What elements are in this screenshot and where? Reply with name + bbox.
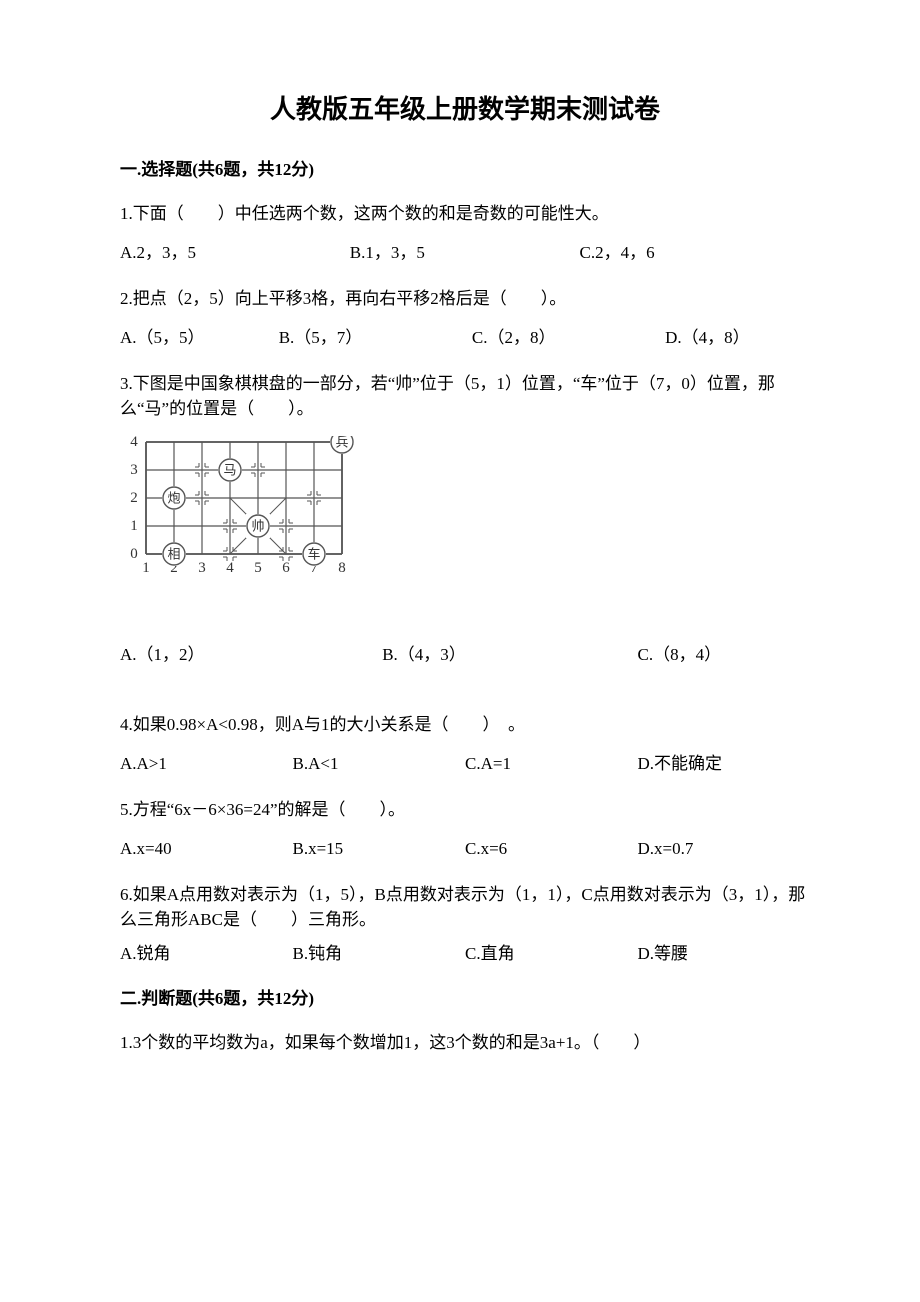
section-1-header: 一.选择题(共6题，共12分) — [120, 157, 810, 183]
svg-text:3: 3 — [198, 560, 206, 576]
q4-opt-c: C.A=1 — [465, 751, 638, 777]
svg-text:5: 5 — [254, 560, 262, 576]
question-2: 2.把点（2，5）向上平移3格，再向右平移2格后是（ ）。 A.（5，5） B.… — [120, 286, 810, 351]
svg-text:车: 车 — [307, 546, 320, 561]
question-5: 5.方程“6x－6×36=24”的解是（ ）。 A.x=40 B.x=15 C.… — [120, 797, 810, 862]
q5-text: 5.方程“6x－6×36=24”的解是（ ）。 — [120, 797, 810, 823]
q2-opt-b: B.（5，7） — [279, 325, 472, 351]
q6-opt-c: C.直角 — [465, 941, 638, 967]
q1-opt-c: C.2，4，6 — [580, 240, 810, 266]
q6-options: A.锐角 B.钝角 C.直角 D.等腰 — [120, 941, 810, 967]
q2-text: 2.把点（2，5）向上平移3格，再向右平移2格后是（ ）。 — [120, 286, 810, 312]
q2-opt-d: D.（4，8） — [665, 325, 810, 351]
svg-text:1: 1 — [142, 560, 150, 576]
q3-opt-b: B.（4，3） — [382, 642, 637, 668]
q4-opt-b: B.A<1 — [293, 751, 466, 777]
svg-text:2: 2 — [130, 490, 138, 506]
svg-text:马: 马 — [223, 462, 236, 477]
svg-text:炮: 炮 — [167, 490, 180, 505]
q1-text: 1.下面（ ）中任选两个数，这两个数的和是奇数的可能性大。 — [120, 201, 810, 227]
q1-options: A.2，3，5 B.1，3，5 C.2，4，6 — [120, 240, 810, 266]
q3-options: A.（1，2） B.（4，3） C.（8，4） — [120, 642, 810, 668]
q1-opt-a: A.2，3，5 — [120, 240, 350, 266]
svg-text:帅: 帅 — [251, 518, 264, 533]
q5-opt-b: B.x=15 — [293, 836, 466, 862]
q6-opt-d: D.等腰 — [638, 941, 811, 967]
svg-text:3: 3 — [130, 462, 138, 478]
q4-text: 4.如果0.98×A<0.98，则A与1的大小关系是（ ） 。 — [120, 712, 810, 738]
s2q1-text: 1.3个数的平均数为a，如果每个数增加1，这3个数的和是3a+1。（ ） — [120, 1030, 810, 1056]
q2-opt-c: C.（2，8） — [472, 325, 665, 351]
q3-text: 3.下图是中国象棋棋盘的一部分，若“帅”位于（5，1）位置，“车”位于（7，0）… — [120, 371, 810, 422]
svg-text:相: 相 — [167, 546, 180, 561]
svg-text:4: 4 — [130, 436, 138, 450]
q5-opt-c: C.x=6 — [465, 836, 638, 862]
q4-opt-a: A.A>1 — [120, 751, 293, 777]
svg-text:4: 4 — [226, 560, 234, 576]
svg-text:兵: 兵 — [335, 436, 348, 450]
q6-text: 6.如果A点用数对表示为（1，5），B点用数对表示为（1，1），C点用数对表示为… — [120, 882, 810, 933]
question-4: 4.如果0.98×A<0.98，则A与1的大小关系是（ ） 。 A.A>1 B.… — [120, 712, 810, 777]
q2-opt-a: A.（5，5） — [120, 325, 279, 351]
section-2-header: 二.判断题(共6题，共12分) — [120, 986, 810, 1012]
page-title: 人教版五年级上册数学期末测试卷 — [120, 90, 810, 129]
q6-opt-b: B.钝角 — [293, 941, 466, 967]
svg-text:6: 6 — [282, 560, 290, 576]
q5-opt-d: D.x=0.7 — [638, 836, 811, 862]
q2-options: A.（5，5） B.（5，7） C.（2，8） D.（4，8） — [120, 325, 810, 351]
q3-opt-c: C.（8，4） — [637, 642, 810, 668]
chessboard-diagram: 0123412345678兵马炮帅相车 — [120, 436, 810, 619]
svg-text:8: 8 — [338, 560, 346, 576]
q6-opt-a: A.锐角 — [120, 941, 293, 967]
q4-opt-d: D.不能确定 — [638, 751, 811, 777]
svg-text:0: 0 — [130, 546, 138, 562]
svg-text:1: 1 — [130, 518, 138, 534]
q4-options: A.A>1 B.A<1 C.A=1 D.不能确定 — [120, 751, 810, 777]
q1-opt-b: B.1，3，5 — [350, 240, 580, 266]
q5-options: A.x=40 B.x=15 C.x=6 D.x=0.7 — [120, 836, 810, 862]
s2-question-1: 1.3个数的平均数为a，如果每个数增加1，这3个数的和是3a+1。（ ） — [120, 1030, 810, 1056]
question-3: 3.下图是中国象棋棋盘的一部分，若“帅”位于（5，1）位置，“车”位于（7，0）… — [120, 371, 810, 668]
q5-opt-a: A.x=40 — [120, 836, 293, 862]
question-6: 6.如果A点用数对表示为（1，5），B点用数对表示为（1，1），C点用数对表示为… — [120, 882, 810, 967]
question-1: 1.下面（ ）中任选两个数，这两个数的和是奇数的可能性大。 A.2，3，5 B.… — [120, 201, 810, 266]
q3-opt-a: A.（1，2） — [120, 642, 382, 668]
